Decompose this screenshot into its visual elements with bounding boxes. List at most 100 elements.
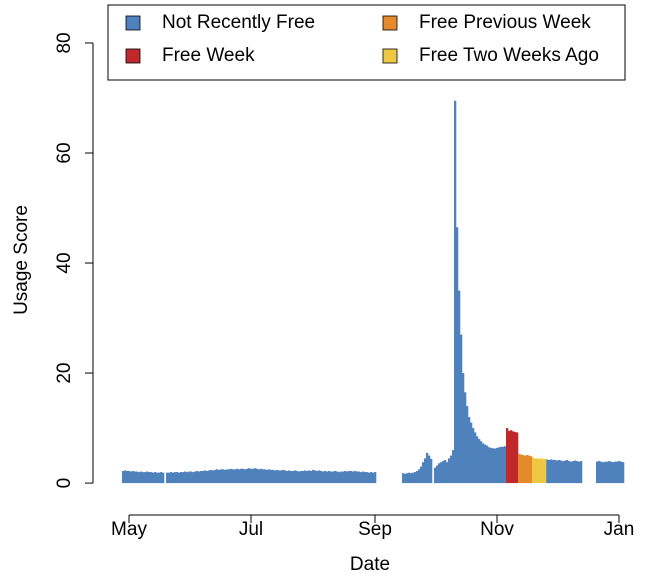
bar [354, 470, 357, 484]
bar [450, 455, 453, 484]
bar [434, 467, 437, 484]
bar [506, 428, 509, 484]
bar [518, 453, 521, 484]
bar [574, 460, 577, 484]
bar [534, 458, 537, 484]
bar [454, 100, 457, 484]
bar [608, 461, 611, 484]
bar [458, 290, 461, 484]
bar [552, 459, 555, 484]
bar [522, 455, 525, 484]
bar [298, 471, 301, 484]
bar [272, 469, 275, 484]
bar [418, 469, 421, 484]
bar [618, 461, 621, 484]
bar [576, 461, 579, 484]
bar [548, 459, 551, 484]
x-tick-label: Jul [239, 519, 263, 540]
bar [320, 470, 323, 484]
bar [410, 473, 413, 484]
bar [318, 470, 321, 484]
bar [342, 471, 345, 484]
bar [412, 472, 415, 484]
bar [358, 471, 361, 484]
legend-swatch [382, 48, 398, 64]
bar [306, 470, 309, 484]
bar [474, 432, 477, 484]
bar [436, 465, 439, 484]
bar [214, 469, 217, 484]
bar [288, 470, 291, 484]
bar [350, 470, 353, 484]
y-tick-label: 0 [54, 478, 75, 489]
bar [488, 447, 491, 484]
bar [600, 461, 603, 484]
bar [176, 472, 179, 484]
bar [510, 430, 513, 484]
bar [496, 447, 499, 484]
bar [246, 468, 249, 484]
bar [174, 472, 177, 484]
bar [530, 456, 533, 484]
bar [414, 472, 417, 484]
bar [360, 472, 363, 484]
bar [370, 472, 373, 484]
bar [126, 470, 129, 484]
bar [562, 461, 565, 484]
bar [498, 447, 501, 484]
bar [186, 472, 189, 484]
bar [602, 462, 605, 484]
bar [254, 468, 257, 484]
bar [240, 468, 243, 484]
bar [362, 471, 365, 484]
bar [252, 468, 255, 484]
bar [178, 472, 181, 484]
bar [528, 455, 531, 484]
bar [596, 461, 599, 484]
bar [446, 462, 449, 484]
bar [366, 472, 369, 484]
bar [200, 470, 203, 484]
bar [208, 470, 211, 484]
y-tick-label: 60 [54, 142, 75, 163]
bar [224, 469, 227, 484]
bar [276, 469, 279, 484]
bar [356, 471, 359, 484]
bar [500, 446, 503, 484]
bar [480, 441, 483, 484]
bar [304, 470, 307, 484]
bar [460, 334, 463, 484]
bar [248, 468, 251, 484]
bar [514, 431, 517, 484]
bar [210, 469, 213, 484]
bar [622, 462, 625, 484]
bar [538, 458, 541, 484]
bar [188, 471, 191, 484]
y-tick-label: 80 [54, 32, 75, 53]
bar [504, 446, 507, 484]
bar [566, 459, 569, 484]
bar [466, 406, 469, 484]
bar [134, 471, 137, 484]
bar [154, 472, 157, 484]
y-axis-title: Usage Score [11, 205, 32, 315]
bar [464, 392, 467, 484]
bar [146, 471, 149, 484]
bar [262, 469, 265, 484]
bar [282, 469, 285, 484]
bar [196, 470, 199, 484]
bar [302, 470, 305, 484]
bar [476, 436, 479, 484]
bar [136, 471, 139, 484]
legend-box [107, 4, 626, 81]
bar [260, 468, 263, 484]
bar [478, 439, 481, 484]
bar [430, 458, 433, 484]
bar [578, 461, 581, 484]
bar [166, 472, 169, 484]
bar [268, 469, 271, 484]
bar [406, 473, 409, 484]
legend-label: Free Week [162, 45, 255, 66]
bar [524, 455, 527, 484]
